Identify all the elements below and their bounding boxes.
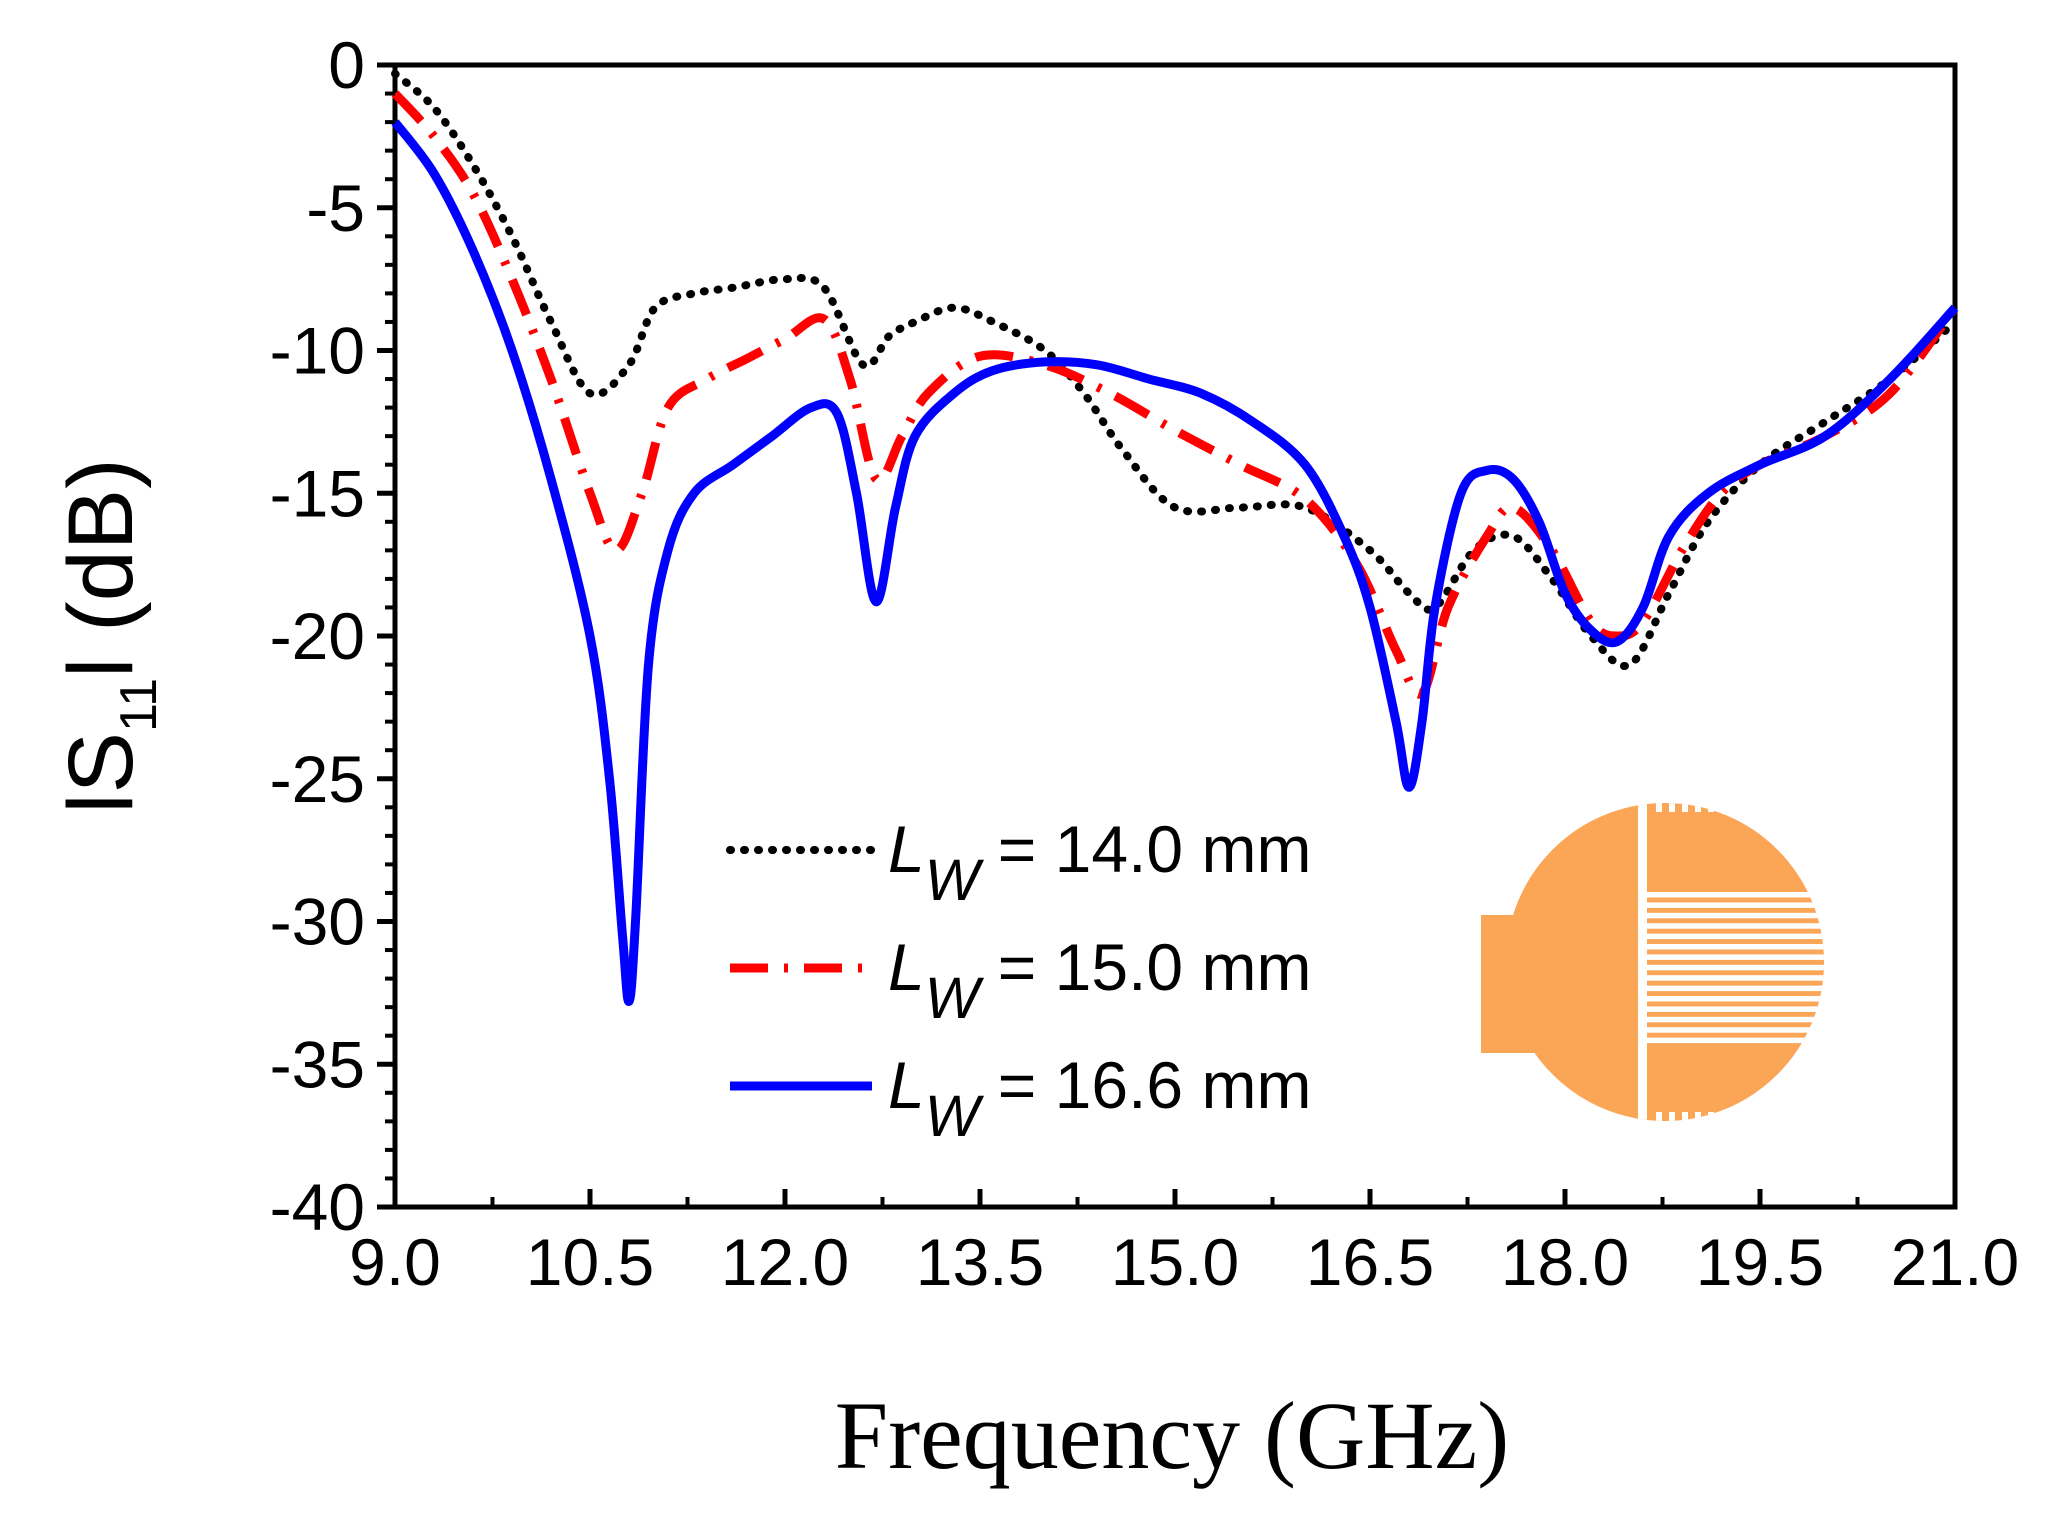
legend-subscript: W [925,966,985,1031]
y-axis-label-suffix: l (dB) [50,458,152,678]
inset-slot [1645,902,1824,908]
series-group [391,69,1959,1006]
x-tick-label: 21.0 [1891,1225,2019,1299]
inset-notch-bottom [1695,1112,1701,1121]
y-tick-label: -35 [270,1027,365,1101]
legend-label-3: LW = 16.6 mm [888,1048,1311,1149]
legend-symbol: L [888,1048,925,1122]
x-tick-label: 12.0 [721,1225,849,1299]
legend-label-2: LW = 15.0 mm [888,930,1311,1031]
inset-notch-top [1656,803,1662,812]
legend-symbol: L [888,930,925,1004]
series-line-3 [391,119,1959,1006]
x-axis-label: Frequency (GHz) [835,1382,1509,1489]
inset-slot [1645,933,1824,940]
y-tick-label: -40 [270,1170,365,1244]
inset-slot [1645,954,1824,960]
inset-slot [1645,1027,1824,1033]
legend-label-1: LW = 14.0 mm [888,812,1311,913]
inset-slot [1645,923,1824,929]
y-tick-label: -5 [306,171,365,245]
x-tick-label: 10.5 [526,1225,654,1299]
x-tick-label: 16.5 [1306,1225,1434,1299]
series-line-2 [391,90,1959,699]
inset-feed-line [1481,915,1556,1053]
y-axis-ticks: 0 -5 -10 -15 -20 -25 -30 -35 -40 [270,28,395,1244]
legend-subscript: W [925,848,985,913]
x-tick-label: 13.5 [916,1225,1044,1299]
legend-symbol: L [888,812,925,886]
antenna-geometry-inset [1481,803,1824,1121]
y-tick-label: 0 [328,28,365,102]
y-tick-label: -20 [270,599,365,673]
inset-slot [1645,1016,1824,1023]
inset-slot [1645,985,1824,992]
y-axis-label-prefix: lS [50,732,152,814]
legend-subscript: W [925,1084,985,1149]
x-tick-label: 15.0 [1111,1225,1239,1299]
inset-slots [1638,803,1824,1121]
inset-notch-bottom [1656,1112,1662,1121]
legend-value: = 15.0 mm [979,930,1311,1004]
x-tick-label: 9.0 [349,1225,441,1299]
y-tick-label: -15 [270,456,365,530]
y-axis-label: lS11l (dB) [50,458,168,814]
series-line-1 [391,69,1959,670]
inset-notch-top [1708,803,1714,812]
inset-slot [1645,996,1824,1002]
inset-notch-bottom [1682,1112,1688,1121]
inset-slot-spine [1638,803,1647,1121]
inset-slot [1645,1006,1824,1012]
inset-notch-top [1669,803,1675,812]
x-tick-label: 18.0 [1501,1225,1629,1299]
inset-slot [1645,964,1824,971]
y-axis-label-text: lS11l (dB) [50,458,168,814]
plot-area: 9.0 10.5 12.0 13.5 15.0 16.5 18.0 19.5 21.0 0 -5 -… [270,28,2020,1299]
legend-value: = 14.0 mm [979,812,1311,886]
inset-notch-bottom [1669,1112,1675,1121]
inset-slot [1645,892,1824,898]
inset-notch-bottom [1708,1112,1714,1121]
y-axis-label-subscript: 11 [110,678,168,732]
y-tick-label: -10 [270,314,365,388]
legend-value: = 16.6 mm [979,1048,1311,1122]
y-tick-label: -30 [270,885,365,959]
inset-notch-top [1682,803,1688,812]
inset-slot [1645,975,1824,981]
inset-slot [1645,912,1824,919]
inset-feed-stub [1550,900,1595,1068]
inset-slot [1645,1037,1824,1044]
inset-slot [1645,944,1824,950]
x-tick-label: 19.5 [1696,1225,1824,1299]
inset-notch-top [1695,803,1701,812]
x-axis-ticks: 9.0 10.5 12.0 13.5 15.0 16.5 18.0 19.5 21.0 [349,1189,2019,1299]
y-tick-label: -25 [270,742,365,816]
